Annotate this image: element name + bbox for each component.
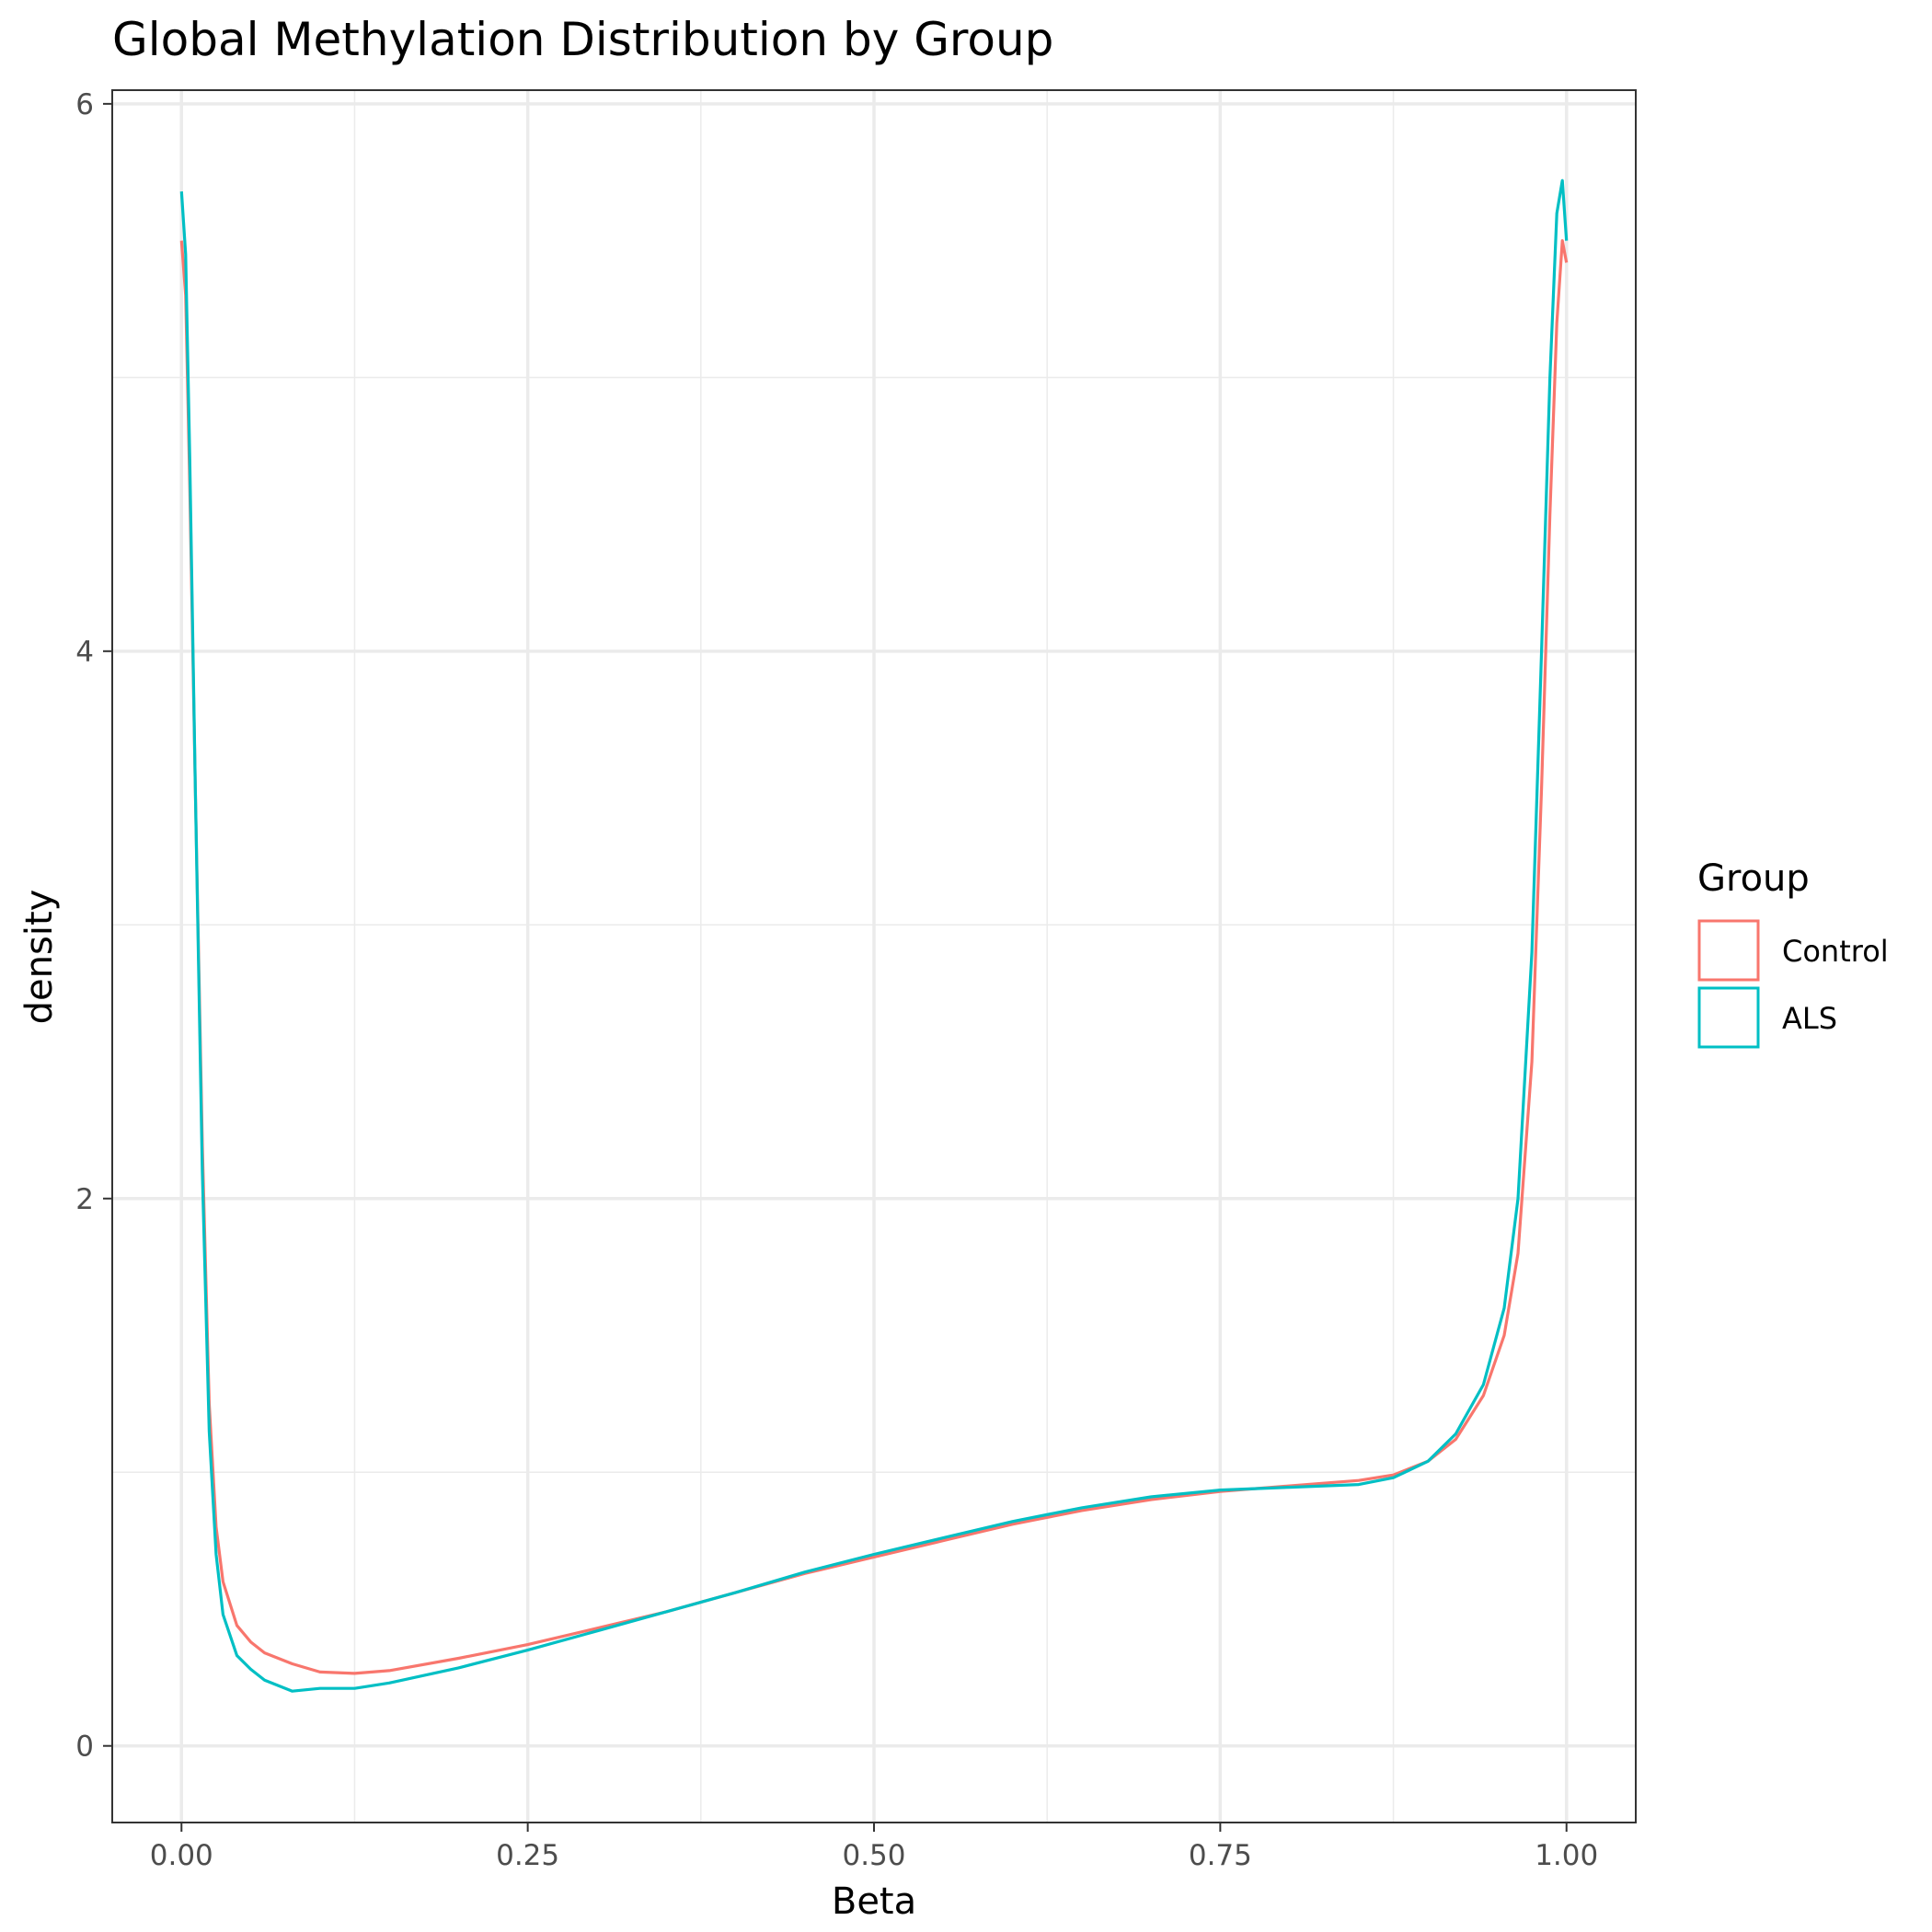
- y-tick-label: 4: [75, 636, 94, 669]
- x-tick-label: 0.50: [842, 1839, 905, 1872]
- legend-key-control: [1697, 919, 1760, 982]
- x-tick-label: 0.25: [496, 1839, 559, 1872]
- y-tick-label: 6: [75, 88, 94, 121]
- legend: Group Control ALS: [1697, 857, 1889, 1049]
- legend-entry-als: ALS: [1697, 986, 1837, 1049]
- x-tick-label: 1.00: [1535, 1839, 1598, 1872]
- x-tick-label: 0.75: [1189, 1839, 1252, 1872]
- legend-entry-control: Control: [1697, 919, 1889, 982]
- gridlines: [112, 90, 1636, 1823]
- series-lines: [179, 178, 1569, 1693]
- legend-title: Group: [1697, 857, 1810, 900]
- series-line-als: [179, 178, 1569, 1693]
- chart-title: Global Methylation Distribution by Group: [112, 13, 1053, 66]
- legend-key-als: [1697, 986, 1760, 1049]
- legend-label-control: Control: [1782, 934, 1889, 969]
- x-axis-title: Beta: [832, 1880, 916, 1923]
- y-axis-title: density: [18, 890, 61, 1025]
- y-axis: 0 2 4 6: [75, 88, 112, 1764]
- y-tick-label: 2: [75, 1183, 94, 1216]
- x-tick-label: 0.00: [150, 1839, 213, 1872]
- y-tick-label: 0: [75, 1731, 94, 1764]
- x-axis: 0.00 0.25 0.50 0.75 1.00: [150, 1823, 1598, 1872]
- legend-label-als: ALS: [1782, 1001, 1837, 1036]
